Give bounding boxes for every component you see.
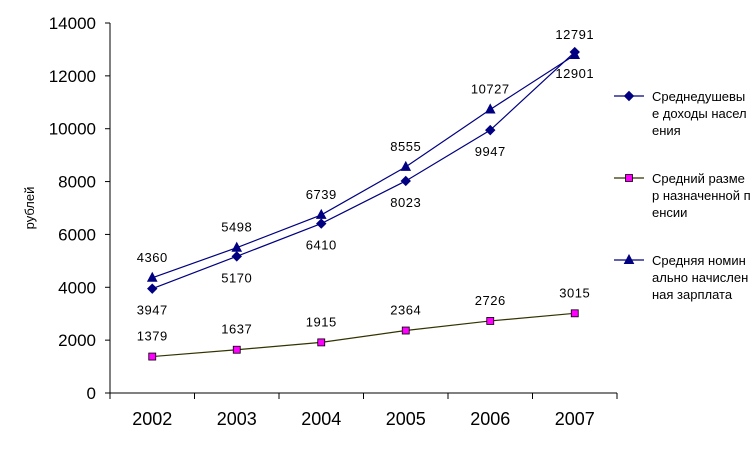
data-point <box>231 241 243 252</box>
y-axis-ticks: 0 2000 4000 6000 8000 10000 12000 14000 <box>49 14 110 403</box>
legend-marker <box>623 90 635 102</box>
series-2 <box>148 309 579 361</box>
data-point <box>570 309 579 318</box>
legend-swatch <box>614 174 644 182</box>
data-point <box>317 338 326 347</box>
data-label: 1915 <box>306 314 337 329</box>
legend-item-2: Средний размер назначенной пенсии <box>612 170 752 221</box>
data-point <box>146 271 158 282</box>
x-tick-label: 2002 <box>132 409 172 429</box>
legend-marker <box>625 174 633 182</box>
legend-swatch <box>614 90 644 102</box>
series-line <box>152 51 576 290</box>
y-tick-label: 10000 <box>49 120 96 139</box>
y-tick-label: 4000 <box>58 278 96 297</box>
data-point <box>316 218 327 229</box>
series-1 <box>147 46 580 294</box>
y-tick-label: 0 <box>87 384 96 403</box>
x-tick-label: 2007 <box>555 409 595 429</box>
data-label: 5498 <box>221 220 252 235</box>
y-tick-label: 8000 <box>58 173 96 192</box>
legend-item-1: Среднедушевые доходы населения <box>612 88 752 139</box>
data-label: 1637 <box>221 322 252 337</box>
data-point <box>148 352 157 361</box>
data-point <box>569 48 581 59</box>
data-label: 2726 <box>475 293 506 308</box>
x-tick-label: 2004 <box>301 409 341 429</box>
y-tick-label: 6000 <box>58 225 96 244</box>
data-label: 12901 <box>555 66 594 81</box>
y-axis-label: рублей <box>22 187 37 230</box>
data-point <box>315 208 327 219</box>
chart-axes <box>109 23 617 394</box>
data-point <box>484 103 496 114</box>
series-3 <box>146 48 581 282</box>
y-tick-label: 12000 <box>49 67 96 86</box>
y-tick-label: 2000 <box>58 331 96 350</box>
series-line <box>152 312 575 358</box>
data-point <box>485 124 496 136</box>
data-label: 6410 <box>306 238 337 253</box>
data-label: 8023 <box>390 195 421 210</box>
legend-label: Средний размер назначенной пенсии <box>652 171 751 220</box>
data-point <box>231 251 242 262</box>
data-label: 6739 <box>306 187 337 202</box>
legend-label: Средняя номинально начисленная зарплата <box>652 253 749 302</box>
y-tick-label: 14000 <box>49 14 96 33</box>
series-line <box>152 54 576 279</box>
data-point <box>486 317 495 325</box>
x-tick-label: 2005 <box>386 409 426 429</box>
data-label: 8555 <box>390 139 421 154</box>
data-label: 12791 <box>555 27 594 42</box>
data-label: 1379 <box>137 329 168 344</box>
data-label: 3947 <box>137 303 168 318</box>
data-label: 10727 <box>471 82 510 97</box>
legend-item-3: Средняя номинально начисленная зарплата <box>612 252 752 303</box>
data-label: 2364 <box>390 303 421 318</box>
x-tick-label: 2003 <box>217 409 257 429</box>
chart-legend: Среднедушевые доходы населения Средний ра… <box>612 88 752 303</box>
data-label: 4360 <box>137 250 168 265</box>
data-label: 5170 <box>221 270 252 285</box>
data-point <box>401 326 410 335</box>
data-label: 3015 <box>559 285 590 300</box>
legend-label: Среднедушевые доходы населения <box>652 89 747 138</box>
legend-swatch <box>614 253 644 264</box>
data-point <box>400 160 412 171</box>
data-labels: 3947 5170 6410 8023 9947 12901 1379 1637 1915 236… <box>137 27 594 344</box>
x-tick-label: 2006 <box>470 409 510 429</box>
x-axis-ticks: 2002 2003 2004 2005 2006 2007 <box>109 393 618 429</box>
data-point <box>147 283 158 294</box>
data-label: 9947 <box>475 144 506 159</box>
data-point <box>400 175 411 187</box>
data-point <box>232 345 241 354</box>
legend-marker <box>623 253 635 264</box>
chart-series <box>146 46 581 361</box>
